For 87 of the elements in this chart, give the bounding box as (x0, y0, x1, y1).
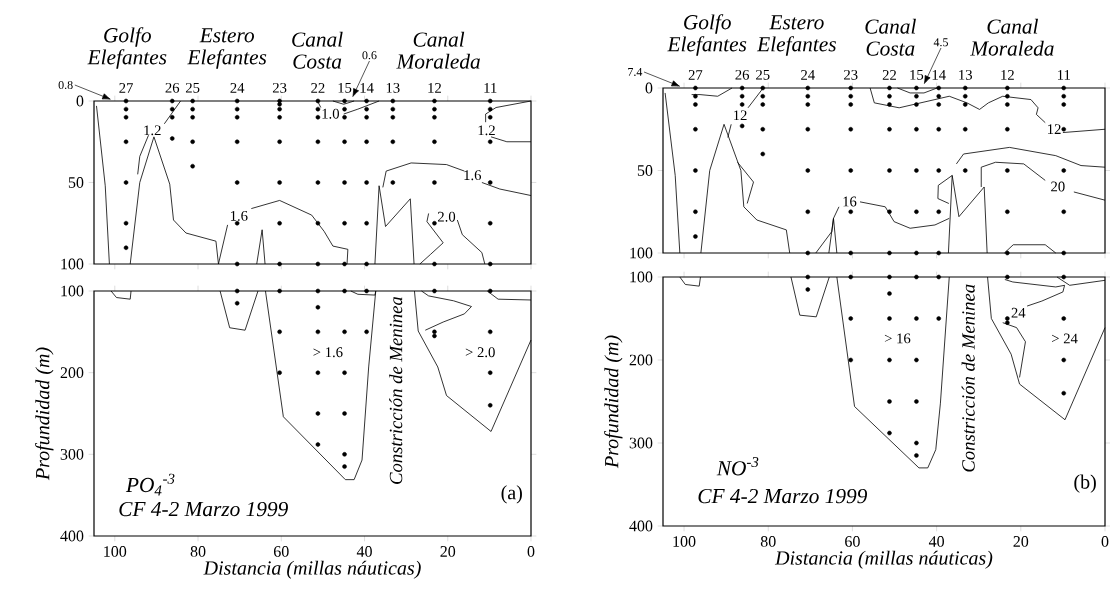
y-tick-label: 100 (61, 285, 84, 297)
annotation: Constricción de Meninea (961, 284, 975, 472)
annotation: 14 (932, 70, 946, 80)
annotation: 1.6 (464, 170, 482, 181)
y-tick-label: 400 (60, 530, 84, 542)
annotation: 12 (1001, 70, 1014, 80)
text: Canal Costa (292, 31, 343, 69)
annotation: (a) (501, 485, 522, 504)
annotation: 25 (185, 82, 200, 93)
annotation: 13 (386, 82, 400, 93)
annotation: NO$^{-3}$ (716, 457, 759, 476)
annotation: 26 (735, 69, 750, 80)
text: 0.6 (362, 51, 377, 60)
annotation: 11 (484, 83, 497, 93)
annotation: 16 (843, 196, 857, 207)
annotation: 23 (844, 69, 858, 80)
annotation: Constricción de Meninea (389, 296, 403, 484)
text: 4.5 (933, 38, 949, 47)
annotation: 12 (428, 83, 441, 93)
text: Golfo Elefantes (87, 27, 167, 69)
annotation: 20 (1051, 181, 1065, 192)
x-tick-label: 80 (760, 536, 776, 547)
annotation: > 1.6 (313, 347, 343, 358)
annotation: 12 (734, 110, 747, 121)
y-tick-label: 50 (637, 165, 653, 176)
text: Canal Moraleda (970, 18, 1054, 56)
text: 0.8 (58, 80, 73, 90)
text: Estero Elefantes (187, 28, 267, 69)
x-tick-label: 100 (104, 546, 127, 557)
y-tick-label: 50 (68, 177, 84, 188)
annotation: 24 (230, 83, 245, 93)
y-axis-title: Profundidad (m) (35, 347, 54, 481)
annotation: 15 (338, 82, 352, 93)
annotation: 2.0 (437, 211, 456, 222)
annotation: 15 (910, 69, 924, 80)
annotation: > 16 (884, 333, 911, 344)
x-axis-title: Distancia (millas náuticas) (203, 560, 421, 579)
x-tick-label: 20 (1013, 536, 1029, 547)
annotation: CF 4-2 Marzo 1999 (119, 501, 288, 517)
annotation: PO$_{4}$-3 (125, 473, 175, 496)
annotation: 23 (272, 82, 287, 93)
y-tick-label: 100 (630, 247, 653, 259)
annotation: 1.6 (230, 210, 248, 221)
annotation: 24 (1011, 307, 1026, 318)
y-tick-label: 200 (629, 354, 653, 366)
annotation: 26 (165, 82, 180, 93)
annotation: 12 (1048, 124, 1061, 134)
annotation: 1.0 (322, 108, 339, 119)
annotation: 22 (882, 70, 896, 80)
text: Canal Costa (865, 18, 916, 56)
annotation: CF 4-2 Marzo 1999 (698, 488, 868, 504)
annotation: 13 (959, 69, 972, 80)
x-tick-label: 40 (356, 546, 372, 557)
y-tick-label: 0 (645, 82, 653, 94)
x-tick-label: 0 (527, 546, 535, 557)
x-tick-label: 100 (673, 536, 696, 547)
annotation: 1.2 (144, 125, 161, 136)
y-tick-label: 300 (60, 448, 84, 460)
annotation: > 24 (1052, 333, 1078, 344)
text: Golfo Elefantes (667, 14, 747, 56)
y-tick-label: 300 (629, 437, 653, 449)
x-tick-label: 60 (845, 536, 860, 547)
y-tick-label: 400 (629, 520, 653, 532)
annotation: 14 (360, 83, 374, 93)
annotation: 25 (756, 69, 770, 80)
y-tick-label: 100 (630, 271, 653, 283)
text: Estero Elefantes (756, 15, 836, 56)
annotation: (b) (1074, 474, 1096, 493)
text: 7.4 (628, 67, 643, 77)
annotation: 1.2 (478, 125, 495, 136)
annotation: 27 (688, 70, 703, 80)
x-tick-label: 0 (1101, 536, 1109, 547)
x-axis-title: Distancia (millas náuticas) (774, 550, 993, 569)
x-tick-label: 40 (928, 536, 944, 547)
annotation: 27 (119, 83, 133, 93)
annotation: 22 (311, 83, 325, 93)
x-tick-label: 80 (190, 546, 206, 557)
y-tick-label: 200 (60, 367, 84, 379)
y-axis-title: Profundidad (m) (604, 335, 623, 469)
text: Canal Moraleda (396, 31, 480, 69)
x-tick-label: 60 (273, 546, 289, 557)
annotation: > 2.0 (465, 347, 495, 358)
annotation: 11 (1057, 70, 1070, 80)
y-tick-label: 0 (76, 95, 84, 107)
x-tick-label: 20 (440, 546, 456, 557)
y-tick-label: 100 (61, 258, 84, 270)
annotation: 24 (801, 70, 815, 80)
